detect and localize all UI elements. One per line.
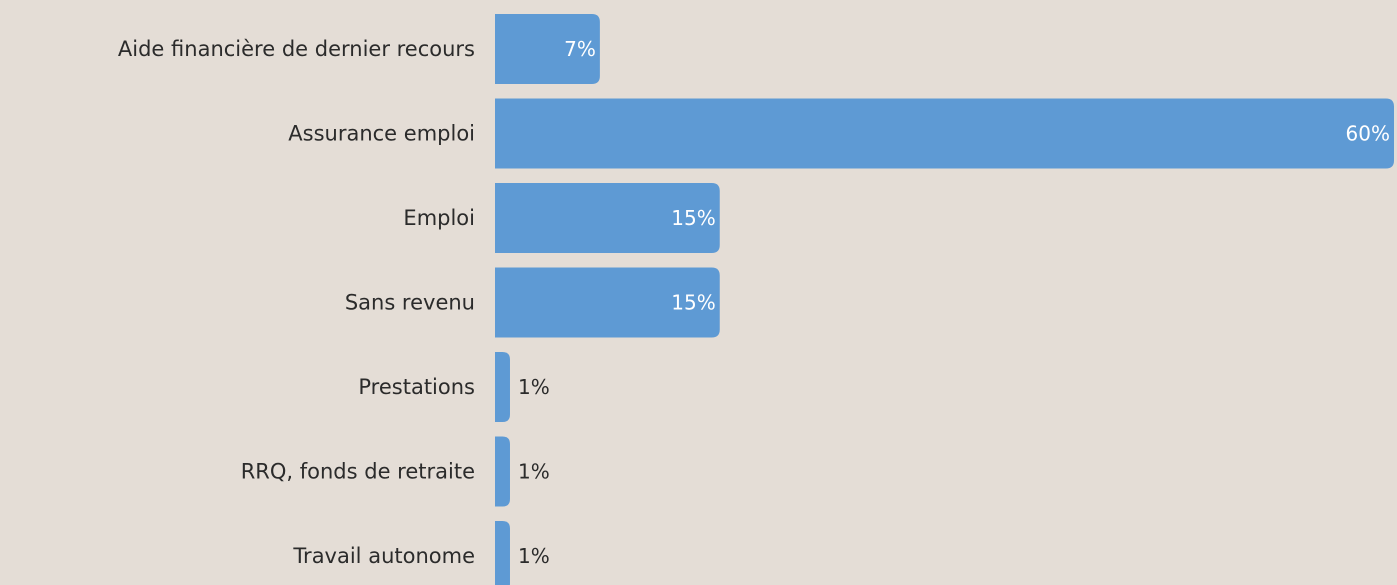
value-label: 15% (671, 291, 715, 315)
value-label: 7% (564, 37, 596, 61)
category-label: Assurance emploi (288, 122, 475, 146)
category-label: Emploi (403, 206, 475, 230)
bar (495, 521, 510, 585)
bar (495, 14, 600, 84)
value-label: 15% (671, 206, 715, 230)
bar (495, 183, 720, 253)
bar (495, 436, 510, 507)
value-label: 1% (518, 375, 550, 399)
category-label: Sans revenu (345, 291, 475, 315)
category-label: Aide financière de dernier recours (118, 37, 475, 61)
category-label: Prestations (358, 375, 475, 399)
category-label: RRQ, fonds de retraite (241, 460, 475, 484)
value-label: 1% (518, 460, 550, 484)
value-label: 60% (1346, 122, 1390, 146)
category-label: Travail autonome (292, 544, 475, 568)
value-label: 1% (518, 544, 550, 568)
bar (495, 352, 510, 422)
bar (495, 267, 720, 338)
bar (495, 98, 1394, 169)
